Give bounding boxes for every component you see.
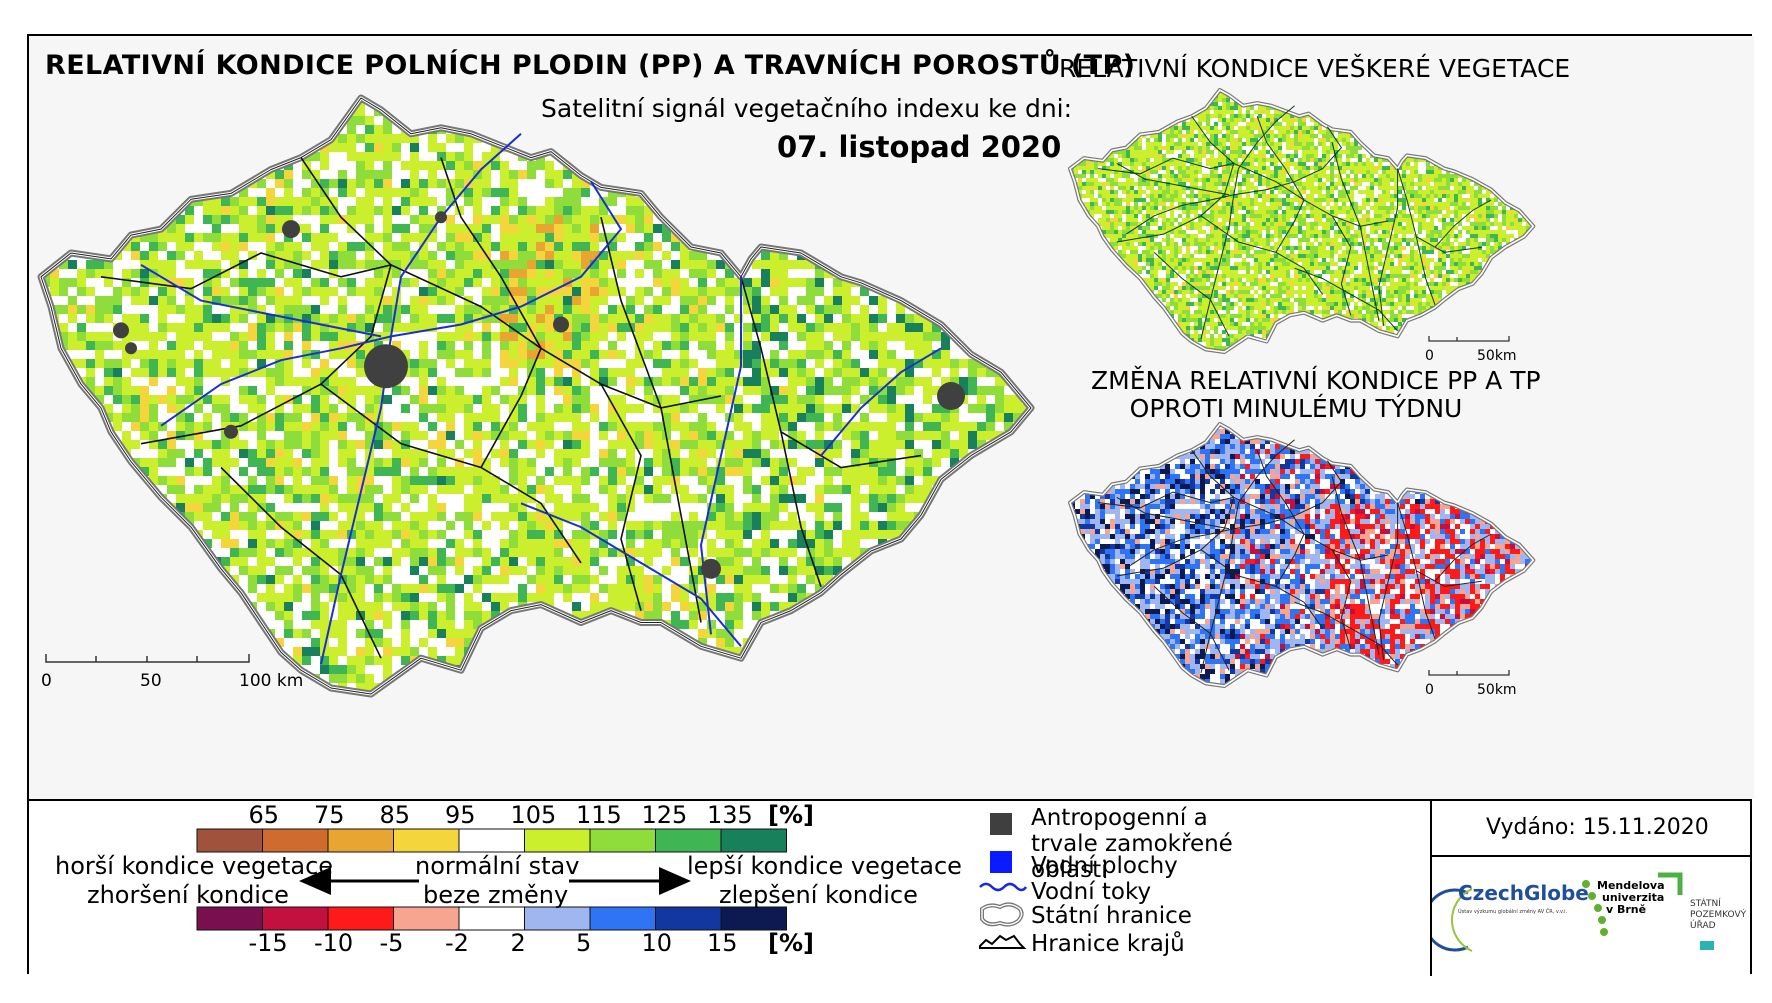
main-scale-label-0: 0 [41, 671, 52, 691]
date: 07. listopad 2020 [777, 130, 1062, 164]
change-swatch [524, 906, 591, 931]
condition-swatch [327, 828, 394, 853]
spu-logo-line1: STÁTNÍ [1690, 899, 1721, 909]
condition-tick: 135 [707, 801, 753, 829]
condition-swatch [589, 828, 656, 853]
main-rivers [140, 133, 942, 665]
change-color-bar [196, 906, 787, 931]
condition-tick: 65 [248, 801, 280, 829]
change-tick: 2 [510, 929, 526, 957]
symbol-legend-icons [979, 813, 1028, 949]
arrow-right-icon [569, 867, 691, 895]
region-border-icon [979, 934, 1027, 949]
czechglobe-logo [1432, 888, 1473, 952]
condition-unit: [%] [768, 801, 814, 829]
issued-row: Vydáno: 15.11.2020 [1432, 801, 1752, 857]
condition-swatch [524, 828, 591, 853]
river-icon [979, 882, 1028, 892]
mendel-logo-line2: univerzita [1602, 891, 1665, 904]
change-tick: -10 [314, 929, 354, 957]
change-swatch [458, 906, 525, 931]
condition-swatch [655, 828, 722, 853]
czechglobe-logo-text: CzechGlobe [1458, 881, 1589, 905]
change-tick: 5 [576, 929, 592, 957]
side-map-2-title-line2: OPROTI MINULÉMU TÝDNU [1129, 394, 1463, 423]
legend-anthropogenic-label: Antropogenní a trvale zamokřené oblasti [1031, 805, 1233, 883]
mendel-logo-dots [1582, 880, 1608, 936]
main-title: RELATIVNÍ KONDICE POLNÍCH PLODIN (PP) A … [45, 50, 1136, 81]
side-vegetation-map [1068, 88, 1536, 354]
main-urban-areas [113, 211, 965, 579]
change-tick: -5 [379, 929, 404, 957]
legend-scales [196, 828, 787, 931]
main-region-borders [100, 157, 922, 659]
legend-region-border-label: Hranice krajů [1031, 931, 1185, 957]
spu-logo-icon [1658, 872, 1714, 950]
normal-label-2: beze změny [423, 881, 569, 909]
condition-tick: 125 [641, 801, 688, 829]
normal-label-1: normální stav [415, 852, 580, 880]
condition-swatch [458, 828, 525, 853]
change-tick: 10 [641, 929, 673, 957]
better-label-1: lepší kondice vegetace [687, 852, 962, 880]
issued-date: Vydáno: 15.11.2020 [1486, 815, 1709, 840]
spu-logo-line2: POZEMKOVÝ [1690, 910, 1747, 920]
main-condition-map [37, 94, 1035, 698]
logos [1432, 872, 1714, 952]
side1-scale-50: 50km [1477, 348, 1517, 364]
change-swatch [196, 906, 263, 931]
change-swatch [655, 906, 722, 931]
main-scale-bar [45, 654, 250, 663]
change-swatch [720, 906, 787, 931]
czechglobe-logo-sub: Ústav výzkumu globální změny AV ČR, v.v.… [1458, 909, 1568, 915]
change-tick: -15 [248, 929, 288, 957]
condition-swatch [262, 828, 329, 853]
change-tick: -2 [445, 929, 469, 957]
condition-tick: 85 [379, 801, 411, 829]
change-tick: 15 [707, 929, 738, 957]
condition-color-bar [196, 828, 787, 853]
condition-tick: 105 [510, 801, 557, 829]
legend-water-bodies-label: Vodní plochy [1031, 853, 1178, 879]
condition-tick: 95 [445, 801, 476, 829]
change-swatch [262, 906, 329, 931]
main-scale-label-50: 50 [140, 671, 162, 691]
side-change-map [1068, 422, 1536, 688]
worse-label-1: horší kondice vegetace [55, 852, 334, 880]
arrow-left-icon [299, 867, 419, 895]
legend-panel: 65 75 85 95 105 115 125 135 -15 -10 -5 -2 2 5 10 15 [%… [29, 799, 1752, 976]
legend-state-border-label: Státní hranice [1031, 903, 1192, 929]
anthropogenic-area-icon [990, 813, 1012, 835]
mendel-logo-line1: Mendelova [1597, 879, 1665, 892]
change-unit: [%] [768, 929, 814, 957]
water-body-icon [990, 851, 1012, 873]
main-scale-label-100: 100 km [239, 671, 303, 691]
condition-swatch [196, 828, 263, 853]
side2-scale-50: 50km [1477, 682, 1517, 698]
side-map-1-title: RELATIVNÍ KONDICE VEŠKERÉ VEGETACE [1059, 54, 1571, 83]
condition-swatch [720, 828, 787, 853]
worse-label-2: zhoršení kondice [87, 881, 289, 909]
condition-tick: 115 [576, 801, 622, 829]
side1-scale-0: 0 [1425, 348, 1434, 364]
change-swatch [393, 906, 460, 931]
side1-scale-bar [1428, 336, 1510, 342]
side2-scale-bar [1428, 670, 1510, 676]
spu-logo-line3: ÚŘAD [1690, 921, 1716, 931]
change-swatch [327, 906, 394, 931]
better-label-2: zlepšení kondice [719, 881, 918, 909]
subtitle: Satelitní signál vegetačního indexu ke d… [541, 94, 1073, 123]
state-border-icon [980, 902, 1024, 927]
map-frame: 0 50 100 km 0 50km 0 50km RELATIVNÍ KOND… [27, 34, 1754, 976]
mendel-logo-line3: v Brně [1606, 903, 1647, 916]
map-panel: 0 50 100 km 0 50km 0 50km RELATIVNÍ KOND… [29, 36, 1754, 799]
side-map-2-title-line1: ZMĚNA RELATIVNÍ KONDICE PP A TP [1091, 366, 1541, 395]
condition-swatch [393, 828, 460, 853]
issued-box: Vydáno: 15.11.2020 CzechGlobe Ústav [1430, 801, 1752, 976]
condition-tick: 75 [314, 801, 345, 829]
maps-canvas: 0 50 100 km 0 50km 0 50km [37, 88, 1536, 698]
legend-rivers-label: Vodní toky [1031, 879, 1152, 905]
change-swatch [589, 906, 656, 931]
side2-scale-0: 0 [1425, 682, 1434, 698]
